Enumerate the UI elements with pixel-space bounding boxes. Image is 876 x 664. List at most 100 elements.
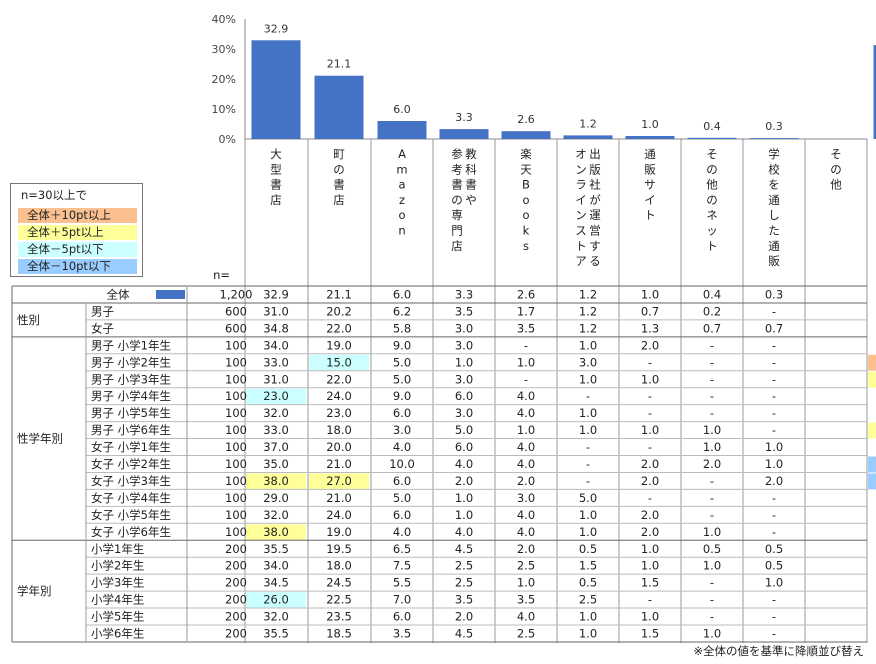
table-cell: 2.5 [579,593,597,607]
table-cell: 5.5 [393,576,411,590]
category-label-char: 校 [768,162,780,176]
group-label: 性学年別 [17,432,63,446]
category-label-char: o [522,193,529,207]
table-cell: 1.2 [579,321,597,335]
row-n: 600 [225,304,247,318]
category-label-char: 通 [768,239,780,253]
y-tick-label: 20% [212,73,236,86]
table-cell: 7.5 [393,559,411,573]
table-cell: 19.0 [326,338,352,352]
table-cell: 3.0 [393,423,411,437]
table-cell: 0.2 [703,304,721,318]
row-n: 200 [225,627,247,641]
table-cell: - [524,338,528,352]
row-n: 100 [225,457,247,471]
table-cell: 6.0 [455,389,473,403]
table-cell: 1.0 [579,508,597,522]
table-cell: 32.0 [263,508,289,522]
row-n: 200 [225,559,247,573]
row-n: 200 [225,610,247,624]
table-cell: 2.6 [517,288,535,302]
table-cell: 5.0 [579,491,597,505]
table-cell: - [710,338,714,352]
table-cell: - [648,440,652,454]
row-n: 100 [225,389,247,403]
table-cell: - [772,372,776,386]
category-label-char: ネ [706,208,718,222]
table-cell: 0.7 [641,304,659,318]
bar [687,137,737,139]
table-cell: - [586,440,590,454]
table-cell: - [772,508,776,522]
category-label-char: 楽 [520,147,532,161]
total-marker [156,290,185,299]
table-cell: 24.0 [326,508,352,522]
table-cell: - [772,389,776,403]
row-label: 男子 [91,304,114,318]
table-cell: 34.5 [263,576,289,590]
category-label-char: を [768,178,780,192]
category-label-char: s [523,239,529,253]
table-cell: - [710,593,714,607]
table-cell: - [772,525,776,539]
y-tick-label: 30% [212,43,236,56]
data-label: 0.4 [703,120,721,133]
table-cell: - [524,372,528,386]
table-cell: 1.0 [703,423,721,437]
data-label: 21.1 [327,58,352,71]
table-cell: - [772,423,776,437]
table-cell: - [710,610,714,624]
data-label: 6.0 [393,103,411,116]
row-label: 小学4年生 [91,593,144,607]
category-label-char: 社 [589,178,601,192]
table-cell: 2.0 [455,610,473,624]
category-label-char: ト [706,239,718,253]
highlight-cell [246,473,306,490]
bar [314,75,364,139]
row-label: 男子 小学2年生 [91,355,171,369]
table-cell: 9.0 [393,338,411,352]
table-cell: 1.2 [579,288,597,302]
table-cell: 31.0 [263,372,289,386]
legend-item-minus5: 全体－5pt以下 [18,242,137,257]
table-cell: - [710,389,714,403]
legend: n=30以上で 全体＋10pt以上 全体＋5pt以上 全体－5pt以下 全体－1… [10,183,143,277]
table-cell: 4.0 [517,406,535,420]
table-cell: 20.2 [326,304,352,318]
table-cell: 4.0 [517,508,535,522]
table-cell: 23.0 [326,406,352,420]
category-label-char: 書 [465,178,477,192]
table-cell: 1.2 [579,304,597,318]
table-cell: 4.0 [393,440,411,454]
bar [563,135,613,139]
row-label: 小学2年生 [91,559,144,573]
table-cell: 1.0 [703,525,721,539]
table-cell: - [586,457,590,471]
table-cell: - [648,491,652,505]
category-label-char: ン [575,208,587,222]
category-label-char: ラ [575,178,587,192]
table-cell: 35.5 [263,627,289,641]
row-n: 200 [225,576,247,590]
table-cell: 2.0 [517,474,535,488]
data-label: 2.6 [517,113,535,126]
table-cell: 24.5 [326,576,352,590]
row-n: 100 [225,491,247,505]
table-cell: 7.0 [393,593,411,607]
category-label-char: イ [644,193,656,207]
table-cell: 5.0 [393,355,411,369]
table-cell: 4.0 [455,525,473,539]
category-label-char: a [398,178,405,192]
table-cell: 32.0 [263,610,289,624]
highlight-cell [868,422,876,439]
category-label-char: o [522,208,529,222]
table-cell: 6.0 [393,288,411,302]
table-cell: 0.5 [579,542,597,556]
table-cell: 33.0 [263,423,289,437]
table-cell: - [710,474,714,488]
table-cell: 1.0 [641,423,659,437]
category-label-char: 型 [270,162,282,176]
bar [377,121,427,139]
category-label-char: ン [575,162,587,176]
